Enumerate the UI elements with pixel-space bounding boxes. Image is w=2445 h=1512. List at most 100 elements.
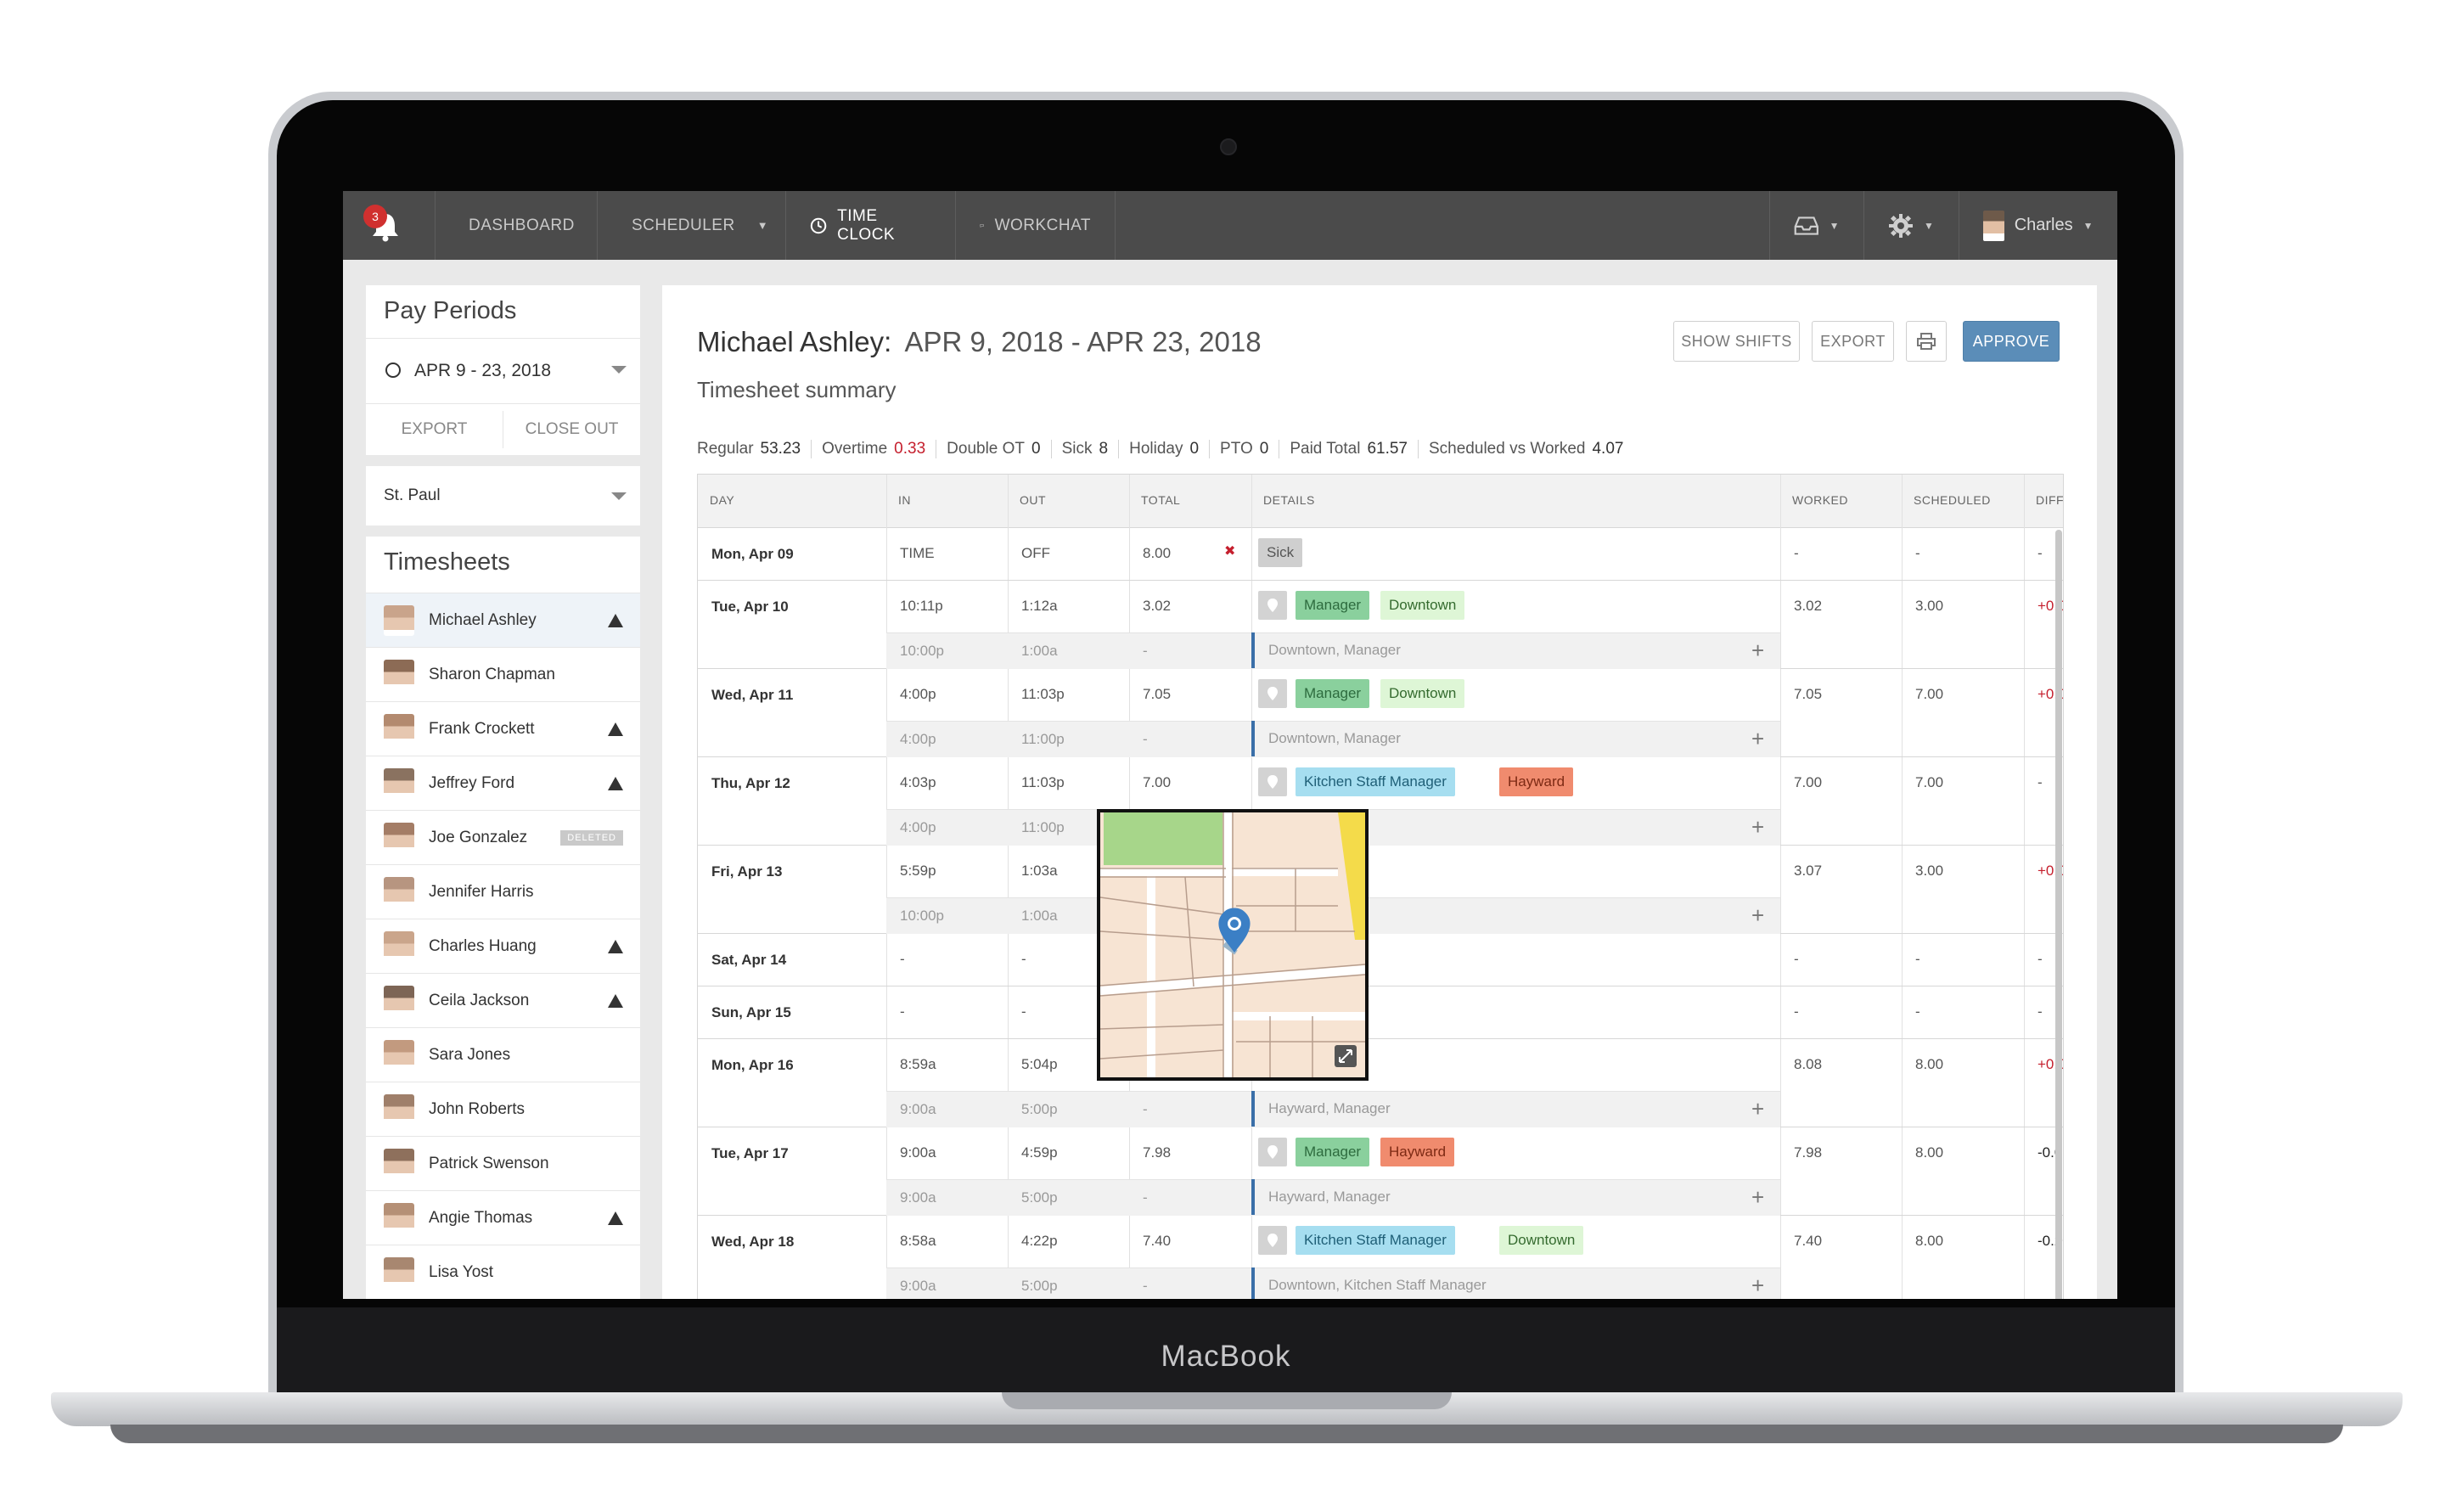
timesheet-employee-row[interactable]: Ceila Jackson <box>366 973 640 1027</box>
table-scrollbar[interactable] <box>2055 530 2062 1299</box>
add-shift-icon[interactable]: + <box>1751 638 1765 663</box>
clock-in-time[interactable]: 8:59a <box>900 1056 936 1072</box>
clock-in-time[interactable]: 4:00p <box>900 686 936 702</box>
user-menu[interactable]: Charles ▼ <box>1959 191 2117 260</box>
divider <box>366 403 640 404</box>
worked-hours: 7.40 <box>1794 1233 1823 1249</box>
export-button[interactable]: EXPORT <box>1812 321 1894 362</box>
location-pin-icon[interactable] <box>1258 591 1287 620</box>
nav-scheduler-label: SCHEDULER <box>632 216 735 234</box>
clock-in-time[interactable]: - <box>900 1003 905 1020</box>
location-pin-icon[interactable] <box>1258 1226 1287 1255</box>
timesheet-employee-row[interactable]: Michael Ashley <box>366 593 640 647</box>
total-hours: 8.00 <box>1143 545 1172 561</box>
scheduled-out-time: 1:00a <box>1021 908 1058 924</box>
clock-out-time[interactable]: 1:03a <box>1021 863 1058 879</box>
timesheet-employee-row[interactable]: John Roberts <box>366 1082 640 1136</box>
timesheet-employee-row[interactable]: Frank Crockett <box>366 701 640 756</box>
clock-out-time[interactable]: 1:12a <box>1021 598 1058 614</box>
clock-in-time[interactable]: - <box>900 951 905 967</box>
location-pin-icon[interactable] <box>1258 1138 1287 1166</box>
settings-menu[interactable]: ▼ <box>1864 191 1959 260</box>
scheduled-in-time: 9:00a <box>900 1278 936 1294</box>
location-pin-icon[interactable] <box>1258 767 1287 796</box>
clock-in-time[interactable]: 5:59p <box>900 863 936 879</box>
nav-dashboard-label: DASHBOARD <box>469 216 575 234</box>
summary-item: Holiday 0 <box>1118 440 1209 458</box>
clock-in-time[interactable]: 8:58a <box>900 1233 936 1249</box>
add-shift-icon[interactable]: + <box>1751 1096 1765 1121</box>
timesheet-employee-row[interactable]: Joe Gonzalez DELETED <box>366 810 640 864</box>
print-button[interactable] <box>1906 321 1947 362</box>
inbox-menu[interactable]: ▼ <box>1769 191 1864 260</box>
total-hours: 7.40 <box>1143 1233 1172 1249</box>
timesheet-employee-row[interactable]: Lisa Yost <box>366 1245 640 1299</box>
chevron-down-icon: ▼ <box>756 219 769 232</box>
table-row[interactable] <box>698 527 2063 581</box>
clock-out-time[interactable]: 4:59p <box>1021 1144 1058 1161</box>
table-row[interactable] <box>698 933 2063 986</box>
user-name: Charles <box>2014 216 2073 234</box>
timesheet-employee-row[interactable]: Sharon Chapman <box>366 647 640 701</box>
export-period-button[interactable]: EXPORT <box>401 420 468 438</box>
nav-scheduler[interactable]: SCHEDULER ▼ <box>598 191 786 260</box>
location-pin-icon[interactable] <box>1258 679 1287 708</box>
scheduled-total: - <box>1143 1278 1148 1294</box>
clock-icon <box>810 217 827 233</box>
clock-out-time[interactable]: - <box>1021 951 1026 967</box>
clock-in-time[interactable]: 10:11p <box>900 598 943 614</box>
pay-period-select[interactable]: APR 9 - 23, 2018 <box>366 339 640 403</box>
clock-out-time[interactable]: 4:22p <box>1021 1233 1058 1249</box>
timesheet-employee-row[interactable]: Patrick Swenson <box>366 1136 640 1190</box>
clock-in-time[interactable]: TIME <box>900 545 935 561</box>
column-header: DIFFERENCE <box>2036 493 2064 507</box>
worked-hours: - <box>1794 545 1799 561</box>
employee-name: Sharon Chapman <box>429 665 555 683</box>
delete-icon[interactable]: ✖ <box>1224 544 1236 559</box>
timesheet-employee-row[interactable]: Sara Jones <box>366 1027 640 1082</box>
clock-out-time[interactable]: - <box>1021 1003 1026 1020</box>
date-range: APR 9, 2018 - APR 23, 2018 <box>904 326 1262 357</box>
clock-out-time[interactable]: 11:03p <box>1021 686 1065 702</box>
table-row[interactable] <box>698 986 2063 1039</box>
total-hours: 7.05 <box>1143 686 1172 702</box>
add-shift-icon[interactable]: + <box>1751 814 1765 840</box>
day-label: Sat, Apr 14 <box>711 952 787 968</box>
scheduled-details: Hayward, Manager <box>1251 1179 1780 1215</box>
tag-ksm: Kitchen Staff Manager <box>1296 767 1455 796</box>
worked-hours: 3.02 <box>1794 598 1823 614</box>
clock-in-time[interactable]: 4:03p <box>900 774 936 790</box>
chevron-down-icon <box>611 492 627 500</box>
clock-in-time[interactable]: 9:00a <box>900 1144 936 1161</box>
show-shifts-button[interactable]: SHOW SHIFTS <box>1673 321 1800 362</box>
add-shift-icon[interactable]: + <box>1751 1273 1765 1298</box>
notifications-button[interactable]: 3 <box>343 191 436 260</box>
location-map-popover[interactable] <box>1097 809 1369 1081</box>
app-screen: 3 DASHBOARD SCHEDULER ▼ TIME CLOCK WORKC… <box>343 191 2117 1299</box>
close-out-button[interactable]: CLOSE OUT <box>525 420 619 438</box>
add-shift-icon[interactable]: + <box>1751 1184 1765 1210</box>
approve-button[interactable]: APPROVE <box>1963 321 2060 362</box>
nav-dashboard[interactable]: DASHBOARD <box>435 191 598 260</box>
clock-out-time[interactable]: OFF <box>1021 545 1050 561</box>
timesheet-employee-row[interactable]: Jeffrey Ford <box>366 756 640 810</box>
clock-out-time[interactable]: 11:03p <box>1021 774 1065 790</box>
scheduled-out-time: 5:00p <box>1021 1278 1058 1294</box>
add-shift-icon[interactable]: + <box>1751 902 1765 928</box>
difference: - <box>2038 545 2043 561</box>
nav-workchat[interactable]: WORKCHAT <box>956 191 1116 260</box>
location-select[interactable]: St. Paul <box>366 466 640 526</box>
summary-label: Paid Total <box>1290 440 1361 458</box>
employee-name: Joe Gonzalez <box>429 828 528 846</box>
employee-name: Jennifer Harris <box>429 882 534 901</box>
column-header: DAY <box>710 493 735 507</box>
worked-hours: - <box>1794 951 1799 967</box>
avatar <box>384 822 414 853</box>
clock-out-time[interactable]: 5:04p <box>1021 1056 1058 1072</box>
nav-time-clock[interactable]: TIME CLOCK <box>786 191 956 260</box>
summary-value: 0.33 <box>894 440 926 458</box>
timesheet-employee-row[interactable]: Angie Thomas <box>366 1190 640 1245</box>
timesheet-employee-row[interactable]: Charles Huang <box>366 919 640 973</box>
add-shift-icon[interactable]: + <box>1751 726 1765 751</box>
timesheet-employee-row[interactable]: Jennifer Harris <box>366 864 640 919</box>
